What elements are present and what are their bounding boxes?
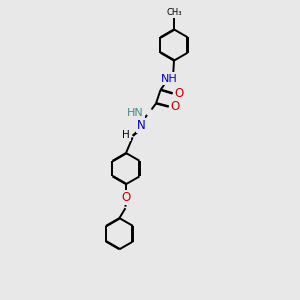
- Text: O: O: [175, 86, 184, 100]
- Text: N: N: [136, 119, 146, 132]
- Text: NH: NH: [161, 74, 178, 84]
- Text: O: O: [122, 191, 130, 204]
- Text: O: O: [171, 100, 180, 113]
- Text: H: H: [122, 130, 130, 140]
- Text: CH₃: CH₃: [166, 8, 182, 17]
- Text: HN: HN: [127, 107, 144, 118]
